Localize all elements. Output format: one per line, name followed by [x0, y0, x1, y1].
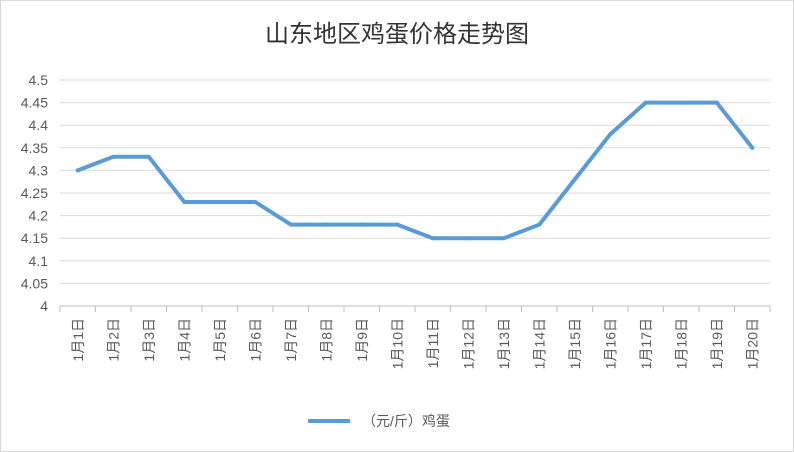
data-point — [537, 222, 542, 227]
legend-swatch — [308, 419, 350, 423]
y-tick-label: 4.3 — [29, 162, 49, 178]
x-tick-label: 1月7日 — [283, 318, 299, 362]
y-tick-label: 4.05 — [21, 275, 48, 291]
series-layer — [75, 100, 755, 241]
x-tick-label: 1月3日 — [141, 318, 157, 362]
y-tick-label: 4 — [40, 298, 48, 314]
x-tick-label: 1月4日 — [176, 318, 192, 362]
y-axis-ticks: 4 4.05 4.1 4.15 4.2 4.25 4.3 4.35 4.4 4.45 4.5 — [21, 72, 48, 314]
data-point — [395, 222, 400, 227]
x-tick-label: 1月5日 — [212, 318, 228, 362]
data-point — [572, 177, 577, 182]
x-tick-label: 1月6日 — [247, 318, 263, 362]
legend-label: （元/斤）鸡蛋 — [362, 413, 450, 429]
data-point — [359, 222, 364, 227]
data-point — [750, 145, 755, 150]
data-point — [501, 236, 506, 241]
data-point — [714, 100, 719, 105]
data-point — [466, 236, 471, 241]
x-tick-label: 1月14日 — [531, 318, 547, 369]
x-tick-label: 1月10日 — [389, 318, 405, 369]
data-point — [430, 236, 435, 241]
x-tick-label: 1月12日 — [460, 318, 476, 369]
x-tick-label: 1月13日 — [496, 318, 512, 369]
y-tick-label: 4.5 — [29, 72, 49, 88]
x-tick-label: 1月18日 — [673, 318, 689, 369]
x-tick-label: 1月15日 — [567, 318, 583, 369]
data-point — [679, 100, 684, 105]
data-point — [253, 200, 258, 205]
y-tick-label: 4.2 — [29, 208, 49, 224]
data-point — [643, 100, 648, 105]
x-tick-label: 1月17日 — [638, 318, 654, 369]
data-point — [182, 200, 187, 205]
x-tick-label: 1月9日 — [354, 318, 370, 362]
data-point — [608, 132, 613, 137]
data-point — [75, 168, 80, 173]
data-point — [146, 154, 151, 159]
y-tick-label: 4.15 — [21, 230, 48, 246]
x-axis — [59, 305, 771, 312]
x-tick-label: 1月2日 — [105, 318, 121, 362]
data-point — [111, 154, 116, 159]
y-tick-label: 4.4 — [29, 117, 49, 133]
series-line — [75, 100, 755, 241]
data-point — [324, 222, 329, 227]
data-point — [217, 200, 222, 205]
x-tick-label: 1月11日 — [425, 318, 441, 368]
gridlines — [60, 79, 770, 284]
x-tick-label: 1月1日 — [70, 318, 86, 362]
y-tick-label: 4.25 — [21, 185, 48, 201]
x-tick-label: 1月19日 — [709, 318, 725, 369]
chart-title: 山东地区鸡蛋价格走势图 — [265, 20, 529, 48]
x-tick-label: 1月8日 — [318, 318, 334, 362]
x-tick-label: 1月20日 — [744, 318, 760, 369]
y-tick-label: 4.45 — [21, 95, 48, 111]
x-tick-label: 1月16日 — [602, 318, 618, 369]
x-axis-ticks: 1月1日 1月2日 1月3日 1月4日 1月5日 1月6日 1月7日 1月8日 1月9日 1月10… — [70, 318, 761, 369]
legend: （元/斤）鸡蛋 — [308, 410, 450, 432]
data-point — [288, 222, 293, 227]
y-tick-label: 4.35 — [21, 140, 48, 156]
y-tick-label: 4.1 — [29, 253, 49, 269]
